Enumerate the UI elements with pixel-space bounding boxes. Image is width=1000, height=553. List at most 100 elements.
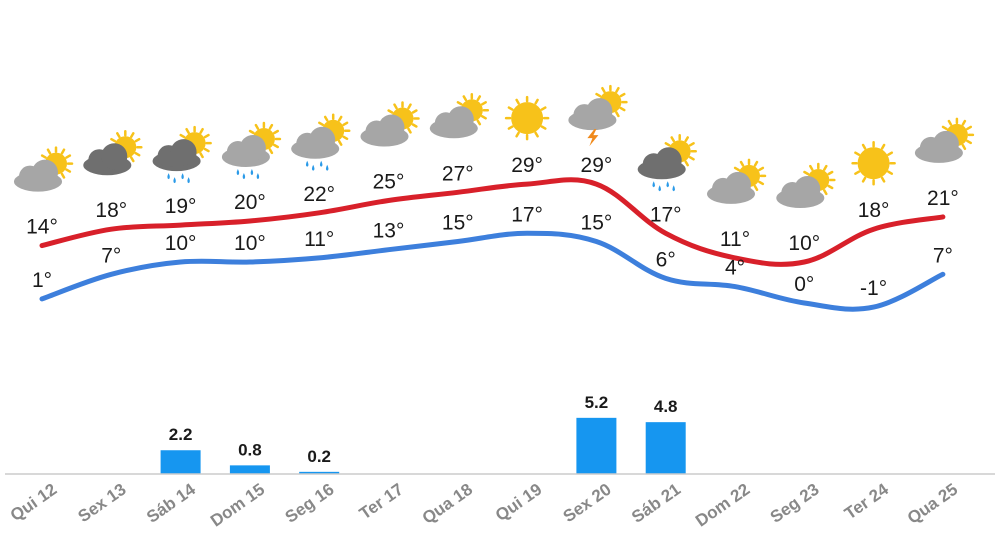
max-temperature-label: 10° bbox=[788, 232, 820, 255]
sun-ray bbox=[827, 170, 834, 176]
max-temperature-label: 27° bbox=[442, 162, 474, 185]
sun-ray bbox=[664, 142, 671, 147]
sun-ray bbox=[60, 172, 66, 179]
min-temperature-label: 0° bbox=[794, 273, 814, 296]
sun-ray bbox=[476, 119, 482, 126]
day-label: Seg 16 bbox=[282, 480, 338, 527]
cloud-shape bbox=[586, 98, 613, 125]
rain-drop bbox=[173, 177, 176, 184]
min-temperature-label: 10° bbox=[165, 232, 197, 255]
max-temperature-label: 18° bbox=[858, 199, 890, 222]
partly-cloudy-icon bbox=[914, 117, 975, 163]
sun-ray bbox=[134, 137, 141, 143]
max-temperature-label: 14° bbox=[26, 216, 58, 239]
sun-ray bbox=[861, 143, 867, 150]
max-temperature-label: 19° bbox=[165, 195, 197, 218]
day-label: Qua 18 bbox=[419, 480, 476, 528]
partly-cloudy-icon bbox=[360, 101, 420, 147]
max-temperature-labels: 14° 18° 19° 20° 22° 25° 27° 29° 29° 17° 11° 10° 18° 2… bbox=[26, 154, 959, 255]
sun-ray bbox=[323, 115, 329, 122]
sun-ray bbox=[809, 164, 814, 171]
sun-ray bbox=[65, 168, 72, 173]
sun-ray bbox=[966, 139, 973, 145]
sun-ray bbox=[515, 131, 520, 138]
sun-ray bbox=[941, 125, 948, 131]
cloud-shape bbox=[239, 135, 266, 161]
min-temperature-label: 13° bbox=[373, 220, 405, 243]
sun-ray bbox=[688, 142, 695, 147]
min-temperature-label: 4° bbox=[725, 257, 745, 280]
sun-ray bbox=[456, 101, 463, 106]
max-temperature-label: 18° bbox=[95, 199, 127, 222]
max-temperature-label: 21° bbox=[927, 187, 959, 210]
sun-ray bbox=[540, 125, 547, 130]
cloud-shape bbox=[725, 171, 751, 198]
sun-ray bbox=[684, 160, 689, 167]
sun-ray bbox=[947, 119, 953, 126]
lightning-bolt bbox=[587, 129, 599, 147]
rain-drop bbox=[311, 164, 315, 171]
sun-ray bbox=[480, 101, 487, 106]
cloud-shape bbox=[447, 106, 474, 133]
sun-ray bbox=[273, 129, 280, 135]
sun-ray bbox=[480, 115, 487, 120]
sun-ray bbox=[733, 166, 740, 172]
cloud-shape bbox=[309, 126, 336, 153]
rain-drop bbox=[250, 169, 254, 175]
sun-ray bbox=[130, 132, 135, 139]
max-temperature-label: 22° bbox=[303, 183, 335, 206]
sun-ray bbox=[880, 176, 886, 183]
cloud-shape bbox=[378, 114, 405, 141]
min-temperature-label: 17° bbox=[511, 203, 543, 226]
min-temperature-labels: 1° 7° 10° 10° 11° 13° 15° 17° 15° 6° 4° 0° -1° 7° bbox=[32, 203, 953, 300]
sun-ray bbox=[342, 121, 349, 127]
rain-drop bbox=[187, 177, 190, 184]
day-label: Qui 19 bbox=[492, 480, 545, 525]
sun-ray bbox=[739, 160, 745, 167]
rain-drop bbox=[672, 185, 675, 192]
sun-icon bbox=[504, 95, 550, 141]
min-temperature-label: 11° bbox=[304, 228, 334, 251]
sun-ray bbox=[854, 151, 861, 156]
sun-ray bbox=[268, 148, 274, 155]
rain-cloud-icon bbox=[291, 113, 351, 171]
sun-ray bbox=[179, 133, 186, 139]
rain-drop bbox=[325, 164, 329, 171]
sun-ray bbox=[203, 133, 210, 139]
day-label: Sáb 14 bbox=[143, 479, 199, 526]
day-labels: Qui 12 Sex 13 Sáb 14 Dom 15 Seg 16 Ter 17 Qua … bbox=[7, 479, 961, 530]
rain-drop bbox=[319, 160, 323, 167]
rain-cloud-icon bbox=[221, 121, 282, 179]
partly-cloudy-icon bbox=[707, 158, 767, 204]
cloud-shape bbox=[101, 143, 128, 170]
sun-ray bbox=[507, 106, 514, 111]
cloud-shape bbox=[170, 139, 197, 166]
sun-ray bbox=[540, 106, 547, 111]
partly-cloudy-dark-icon bbox=[83, 129, 143, 176]
min-temperature-label: 7° bbox=[933, 244, 953, 267]
rain-cloud-dark-icon bbox=[152, 125, 212, 184]
sun-ray bbox=[619, 92, 626, 98]
sun-ray bbox=[65, 154, 72, 159]
sun-ray bbox=[134, 151, 141, 157]
sun-ray bbox=[595, 92, 602, 98]
sun-ray bbox=[507, 125, 514, 130]
sun-ray bbox=[248, 129, 255, 135]
sun-ray bbox=[393, 103, 398, 110]
precipitation-label: 2.2 bbox=[169, 425, 193, 444]
day-label: Sáb 21 bbox=[628, 480, 684, 527]
rain-drop bbox=[652, 181, 655, 188]
min-temperature-line bbox=[39, 230, 946, 312]
sun-ray bbox=[887, 151, 894, 156]
sun-ray bbox=[199, 127, 204, 134]
rain-drop bbox=[256, 173, 260, 179]
sun-ray bbox=[268, 123, 274, 130]
sun-ray bbox=[615, 111, 620, 118]
cloud-shape bbox=[932, 130, 959, 157]
sun-ray bbox=[337, 139, 343, 146]
sun-ray bbox=[619, 106, 626, 112]
sun-ray bbox=[601, 86, 606, 93]
sun-ray bbox=[758, 180, 765, 186]
min-temperature-label: 6° bbox=[656, 248, 676, 271]
precipitation-label: 5.2 bbox=[585, 393, 609, 412]
